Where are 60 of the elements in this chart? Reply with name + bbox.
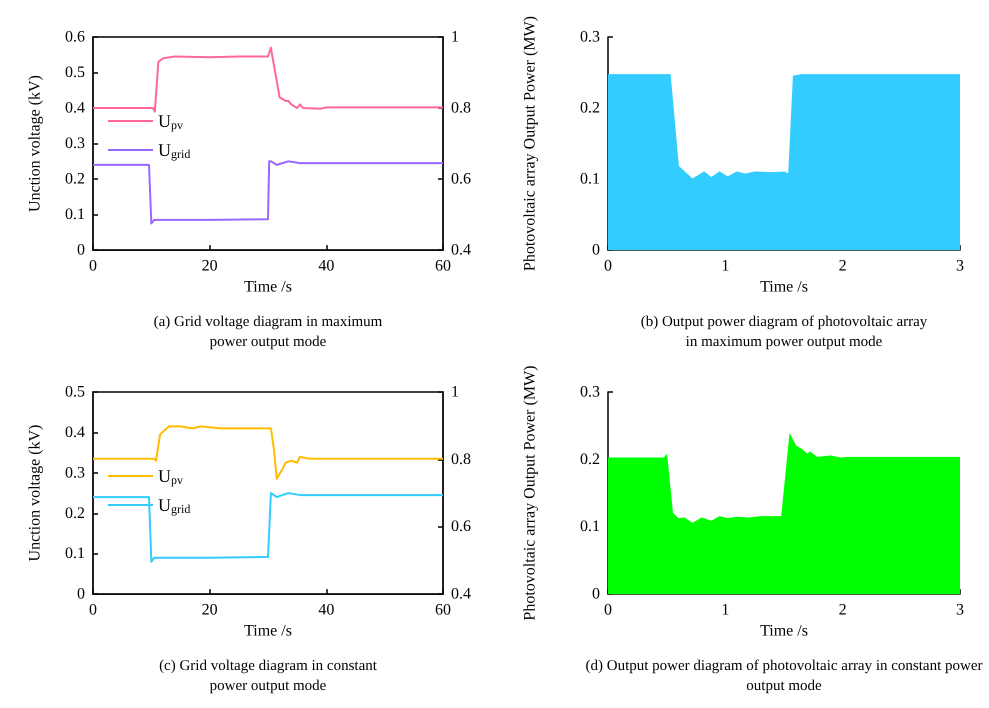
y-tick-label: 0.3 bbox=[65, 135, 85, 152]
x-tick-label: 20 bbox=[202, 602, 218, 619]
y2-tick-label: 0.6 bbox=[451, 518, 471, 536]
x-tick-label: 0 bbox=[89, 602, 97, 619]
y-tick-label: 0.1 bbox=[580, 170, 600, 188]
y-tick-label: 0.2 bbox=[580, 450, 600, 468]
line-series bbox=[92, 160, 444, 224]
text: (c) Grid voltage diagram in constant power output mode bbox=[158, 657, 378, 696]
x-axis-title: Time /s bbox=[244, 622, 292, 640]
x-tick-label: 1 bbox=[721, 602, 730, 619]
y2-tick-label: 0.8 bbox=[451, 100, 471, 117]
x-tick-label: 60 bbox=[435, 602, 451, 619]
y-axis-title: Unction voltage (kV) bbox=[26, 75, 44, 212]
x-tick-label: 2 bbox=[838, 258, 847, 275]
text: (a) Grid voltage diagram in maximum power output mode bbox=[152, 313, 384, 352]
x-tick-label: 2 bbox=[838, 602, 847, 619]
y-tick-label: 0 bbox=[77, 242, 85, 259]
text: (d) Output power diagram of photovoltaic array in constant power output mode bbox=[584, 657, 984, 696]
y-tick-label: 0.2 bbox=[65, 170, 85, 188]
x-tick-label: 0 bbox=[604, 258, 612, 275]
x-tick-label: 0 bbox=[604, 602, 612, 619]
y-tick-label: 0.2 bbox=[580, 100, 600, 117]
y-tick-label: 0.1 bbox=[580, 518, 600, 536]
y-tick-label: 0 bbox=[77, 586, 85, 603]
y-tick-label: 0.2 bbox=[65, 504, 85, 522]
y-tick-label: 0.3 bbox=[580, 384, 600, 400]
y-tick-label: 0.3 bbox=[65, 464, 85, 482]
x-tick-label: 3 bbox=[956, 602, 964, 619]
x-tick-label: 1 bbox=[721, 258, 730, 275]
y-tick-label: 0 bbox=[592, 586, 600, 603]
y2-tick-label: 1 bbox=[451, 384, 459, 400]
x-tick-label: 3 bbox=[956, 258, 964, 275]
y-tick-label: 0.3 bbox=[580, 28, 600, 46]
x-axis-title: Time /s bbox=[760, 622, 808, 640]
line-series bbox=[92, 46, 444, 113]
y2-tick-label: 0.4 bbox=[451, 242, 471, 259]
x-tick-label: 40 bbox=[318, 258, 334, 275]
x-tick-label: 60 bbox=[435, 258, 451, 275]
x-axis-title: Time /s bbox=[244, 278, 292, 296]
y2-tick-label: 0.4 bbox=[451, 586, 471, 603]
y-axis-title: Photovoltaic array Output Power (MW) bbox=[522, 366, 538, 621]
y-tick-label: 0.1 bbox=[65, 545, 85, 562]
text: (b) Output power diagram of photovoltaic array in maximum power output mode bbox=[640, 313, 928, 352]
y-tick-label: 0.1 bbox=[65, 206, 85, 224]
x-tick-label: 0 bbox=[89, 258, 97, 275]
x-tick-label: 40 bbox=[318, 602, 334, 619]
y-tick-label: 0.5 bbox=[65, 384, 85, 400]
y-axis-title: Unction voltage (kV) bbox=[26, 424, 44, 562]
y-tick-label: 0.6 bbox=[65, 28, 85, 46]
y-tick-label: 0 bbox=[592, 242, 600, 259]
y-tick-label: 0.4 bbox=[65, 424, 85, 441]
x-tick-label: 20 bbox=[202, 258, 218, 275]
y-tick-label: 0.5 bbox=[65, 64, 85, 82]
y2-tick-label: 1 bbox=[451, 28, 459, 46]
y-tick-label: 0.4 bbox=[65, 100, 85, 117]
x-axis-title: Time /s bbox=[760, 278, 808, 296]
y2-tick-label: 0.6 bbox=[451, 170, 471, 188]
line-series bbox=[92, 492, 444, 563]
y-axis-title: Photovoltaic array Output Power (MW) bbox=[522, 16, 538, 272]
y2-tick-label: 0.8 bbox=[451, 450, 471, 468]
